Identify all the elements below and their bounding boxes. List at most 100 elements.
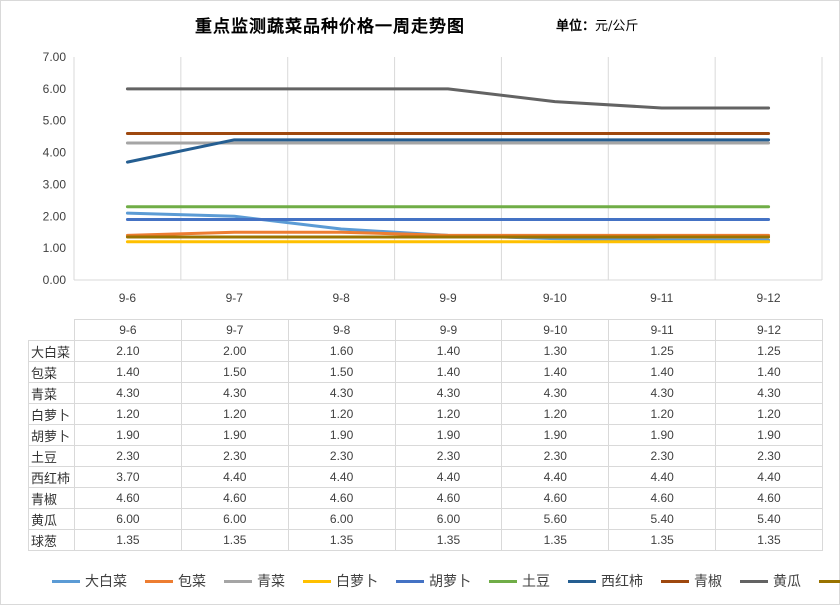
table-cell: 5.40 (608, 508, 717, 530)
table-cell: 2.30 (715, 445, 823, 467)
table-cell: 1.35 (74, 529, 182, 551)
table-row-label: 胡萝卜 (28, 424, 75, 446)
legend-swatch (145, 579, 173, 583)
chart-title: 重点监测蔬菜品种价格一周走势图 (195, 17, 465, 37)
legend-item: 胡萝卜 (396, 571, 471, 591)
table-cell: 1.20 (180, 403, 289, 425)
x-tick-label: 9-11 (650, 291, 673, 305)
table-row: 白萝卜 1.20 1.20 1.20 1.20 1.20 1.20 1.20 (28, 403, 823, 425)
table-cell: 4.60 (394, 487, 503, 509)
legend-item: 黄瓜 (740, 571, 801, 591)
table-cell: 4.40 (501, 466, 610, 488)
table-row-label: 黄瓜 (28, 508, 75, 530)
table-cell: 1.25 (715, 340, 823, 362)
table-cell: 4.30 (394, 382, 503, 404)
table-cell: 4.40 (715, 466, 823, 488)
legend-swatch (819, 579, 840, 583)
table-cell: 4.40 (394, 466, 503, 488)
table-cell: 4.60 (715, 487, 823, 509)
legend-swatch (224, 579, 252, 583)
table-cell: 1.20 (394, 403, 503, 425)
y-tick-label: 6.00 (43, 82, 67, 96)
table-cell: 1.60 (287, 340, 396, 362)
table-cell: 1.90 (608, 424, 717, 446)
table-row: 大白菜 2.10 2.00 1.60 1.40 1.30 1.25 1.25 (28, 340, 823, 362)
table-cell: 1.20 (501, 403, 610, 425)
table-row-label: 包菜 (28, 361, 75, 383)
legend-label: 黄瓜 (773, 574, 801, 590)
table-row: 青椒 4.60 4.60 4.60 4.60 4.60 4.60 4.60 (28, 487, 823, 509)
table-cell: 1.35 (501, 529, 610, 551)
legend-label: 大白菜 (85, 574, 127, 590)
legend-item: 白萝卜 (303, 571, 378, 591)
legend-item: 青菜 (224, 571, 285, 591)
table-cell: 1.20 (608, 403, 717, 425)
table-cell: 4.30 (287, 382, 396, 404)
table-cell: 1.40 (74, 361, 182, 383)
table-row-label: 青菜 (28, 382, 75, 404)
table-cell: 4.60 (287, 487, 396, 509)
table-header-cell: 9-11 (608, 319, 717, 341)
table-cell: 2.30 (501, 445, 610, 467)
table-cell: 2.30 (608, 445, 717, 467)
table-cell: 1.35 (715, 529, 823, 551)
table-corner-cell (28, 319, 75, 341)
y-tick-label: 5.00 (43, 114, 67, 128)
y-tick-label: 7.00 (43, 50, 67, 64)
table-cell: 4.60 (74, 487, 182, 509)
table-row: 包菜 1.40 1.50 1.50 1.40 1.40 1.40 1.40 (28, 361, 823, 383)
table-cell: 1.30 (501, 340, 610, 362)
table-cell: 2.00 (180, 340, 289, 362)
legend-label: 土豆 (522, 574, 550, 590)
legend-swatch (303, 579, 331, 583)
table-row-label: 球葱 (28, 529, 75, 551)
x-tick-label: 9-8 (332, 291, 350, 305)
table-cell: 4.30 (608, 382, 717, 404)
legend-label: 青椒 (694, 574, 722, 590)
table-row-label: 白萝卜 (28, 403, 75, 425)
legend-swatch (52, 579, 80, 583)
legend-item: 西红柿 (568, 571, 643, 591)
y-tick-label: 2.00 (43, 209, 67, 223)
table-header-cell: 9-9 (394, 319, 503, 341)
table-cell: 4.40 (180, 466, 289, 488)
table-row: 土豆 2.30 2.30 2.30 2.30 2.30 2.30 2.30 (28, 445, 823, 467)
table-cell: 4.30 (715, 382, 823, 404)
x-tick-label: 9-10 (543, 291, 567, 305)
table-cell: 1.90 (287, 424, 396, 446)
unit-value: 元/公斤 (595, 19, 639, 34)
legend-swatch (489, 579, 517, 583)
table-cell: 4.30 (74, 382, 182, 404)
legend-swatch (661, 579, 689, 583)
table-cell: 4.60 (608, 487, 717, 509)
legend-swatch (740, 579, 768, 583)
table-cell: 6.00 (394, 508, 503, 530)
table-cell: 4.40 (287, 466, 396, 488)
legend-swatch (396, 579, 424, 583)
table-cell: 1.35 (608, 529, 717, 551)
table-cell: 1.90 (715, 424, 823, 446)
legend-label: 西红柿 (601, 574, 643, 590)
table-cell: 2.30 (394, 445, 503, 467)
table-cell: 2.10 (74, 340, 182, 362)
table-cell: 6.00 (287, 508, 396, 530)
y-tick-label: 3.00 (43, 177, 67, 191)
table-cell: 4.30 (501, 382, 610, 404)
table-cell: 1.40 (608, 361, 717, 383)
table-cell: 1.40 (394, 361, 503, 383)
table-cell: 1.35 (287, 529, 396, 551)
table-row: 青菜 4.30 4.30 4.30 4.30 4.30 4.30 4.30 (28, 382, 823, 404)
x-tick-label: 9-7 (226, 291, 244, 305)
table-header-cell: 9-12 (715, 319, 823, 341)
table-cell: 6.00 (180, 508, 289, 530)
table-row: 球葱 1.35 1.35 1.35 1.35 1.35 1.35 1.35 (28, 529, 823, 551)
table-cell: 2.30 (287, 445, 396, 467)
legend-item: 大白菜 (52, 571, 127, 591)
table-header-cell: 9-10 (501, 319, 610, 341)
table-cell: 4.60 (501, 487, 610, 509)
table-cell: 6.00 (74, 508, 182, 530)
table-cell: 1.40 (394, 340, 503, 362)
table-cell: 1.35 (394, 529, 503, 551)
table-cell: 3.70 (74, 466, 182, 488)
y-tick-label: 1.00 (43, 241, 67, 255)
